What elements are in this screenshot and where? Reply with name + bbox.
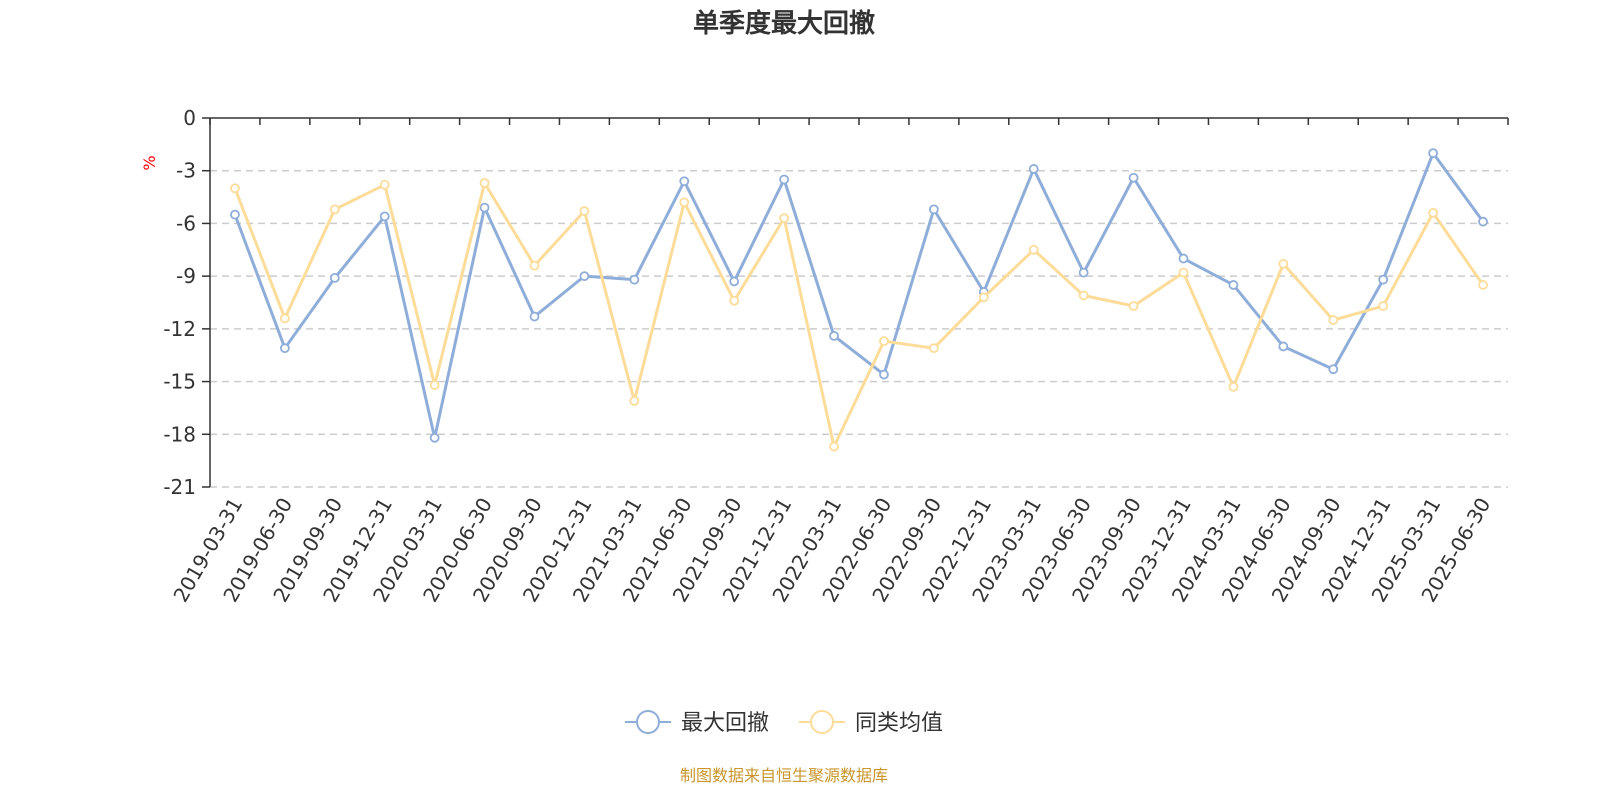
axes — [202, 117, 1509, 488]
data-point — [379, 211, 390, 222]
data-point — [529, 311, 540, 322]
grid-lines — [210, 169, 1508, 488]
data-point — [1028, 164, 1039, 174]
y-tick-label: -12 — [163, 317, 196, 341]
data-point — [1278, 258, 1289, 269]
y-tick-label: -9 — [176, 264, 196, 288]
data-point — [928, 204, 939, 215]
data-point — [1178, 267, 1189, 278]
data-point — [1328, 364, 1339, 375]
data-point — [579, 206, 590, 217]
data-point — [1028, 244, 1039, 255]
data-point — [1278, 341, 1289, 352]
source-note: 制图数据来自恒生聚源数据库 — [680, 766, 888, 785]
y-tick-label: -21 — [163, 475, 196, 499]
data-point — [1428, 207, 1439, 218]
data-point — [829, 330, 839, 341]
y-tick-label: -15 — [163, 370, 196, 394]
legend-label: 最大回撤 — [681, 711, 769, 736]
data-point — [1478, 280, 1488, 290]
data-point — [729, 276, 740, 287]
y-tick-label: 0 — [183, 106, 196, 130]
data-point — [379, 179, 390, 190]
data-point — [629, 274, 640, 285]
series-line — [233, 151, 1485, 440]
series-line — [233, 181, 1485, 449]
data-point — [479, 202, 490, 213]
data-point — [1078, 267, 1089, 278]
data-point — [779, 174, 790, 185]
data-point — [230, 209, 240, 220]
series-lines — [230, 148, 1488, 452]
y-tick-label: -18 — [163, 422, 196, 446]
data-point — [1378, 301, 1389, 311]
data-point — [1428, 148, 1439, 159]
x-tick-labels: 2019-03-312019-06-302019-09-302019-12-31… — [168, 494, 1495, 607]
data-point — [329, 204, 340, 215]
data-point — [679, 197, 690, 208]
legend-marker — [810, 710, 834, 734]
data-point — [629, 395, 640, 406]
data-point — [928, 343, 939, 354]
data-point — [729, 295, 740, 306]
data-point — [879, 369, 889, 380]
legend-marker — [636, 710, 660, 734]
data-point — [1378, 274, 1389, 285]
data-point — [879, 336, 889, 347]
data-point — [279, 313, 290, 324]
data-point — [1178, 253, 1189, 264]
data-point — [1478, 216, 1488, 227]
legend[interactable]: 最大回撤 同类均值 — [625, 710, 943, 736]
data-point — [1328, 315, 1339, 325]
data-point — [579, 271, 590, 282]
data-point — [529, 260, 540, 271]
data-point — [1228, 381, 1239, 392]
data-point — [1078, 290, 1089, 301]
data-point — [230, 183, 240, 194]
data-point — [429, 432, 440, 443]
data-point — [479, 178, 490, 188]
y-axis-label: % — [140, 155, 159, 170]
legend-label: 同类均值 — [855, 711, 943, 736]
data-point — [829, 441, 839, 452]
data-point — [1128, 301, 1139, 311]
data-point — [1128, 172, 1139, 183]
data-point — [329, 272, 340, 283]
data-point — [679, 176, 690, 187]
data-point — [1228, 280, 1239, 290]
y-tick-label: -3 — [176, 159, 196, 183]
y-tick-labels: 0 -3 -6 -9 -12 -15 -18 -21 — [163, 106, 196, 499]
y-tick-label: -6 — [176, 211, 196, 235]
chart-title: 单季度最大回撤 — [693, 8, 875, 39]
data-point — [779, 213, 790, 224]
data-point — [429, 380, 440, 390]
data-point — [279, 343, 290, 354]
data-point — [978, 292, 989, 303]
